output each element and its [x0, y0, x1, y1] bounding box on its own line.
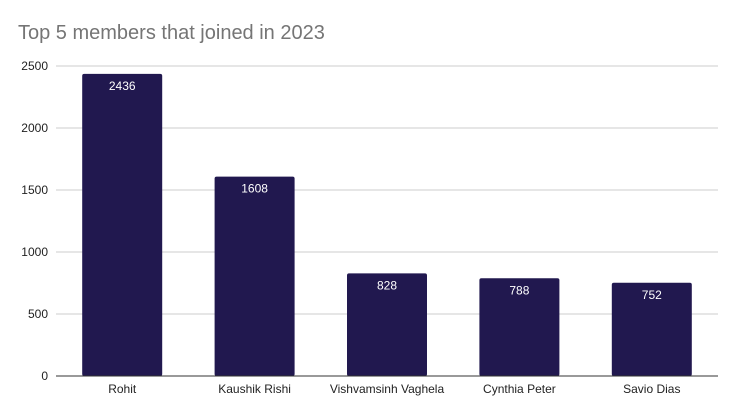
data-label: 828	[377, 278, 397, 292]
y-tick-label: 0	[41, 369, 48, 383]
y-tick-label: 500	[28, 307, 48, 321]
y-tick-label: 2000	[21, 121, 48, 135]
y-tick-label: 1000	[21, 245, 48, 259]
bar	[214, 176, 295, 376]
x-category-label: Vishvamsinh Vaghela	[330, 382, 445, 396]
y-tick-label: 1500	[21, 183, 48, 197]
bar	[479, 278, 560, 376]
x-category-label: Rohit	[108, 382, 137, 396]
chart-title: Top 5 members that joined in 2023	[18, 22, 325, 44]
x-category-label: Kaushik Rishi	[218, 382, 291, 396]
bar	[347, 273, 427, 376]
data-label: 788	[509, 283, 529, 297]
x-axis-categories: Rohit Kaushik Rishi Vishvamsinh Vaghela Cyn…	[108, 382, 680, 396]
bar	[611, 282, 692, 376]
bars	[82, 73, 692, 376]
x-category-label: Savio Dias	[623, 382, 680, 396]
data-label: 1608	[241, 182, 268, 196]
data-label: 752	[642, 288, 662, 302]
data-label: 2436	[109, 79, 136, 93]
bar	[82, 73, 163, 376]
y-tick-label: 2500	[21, 59, 48, 73]
y-axis-ticks: 0 500 1000 1500 2000 2500	[21, 59, 48, 383]
x-category-label: Cynthia Peter	[483, 382, 556, 396]
data-labels: 2436 1608 828 788 752	[109, 79, 662, 302]
